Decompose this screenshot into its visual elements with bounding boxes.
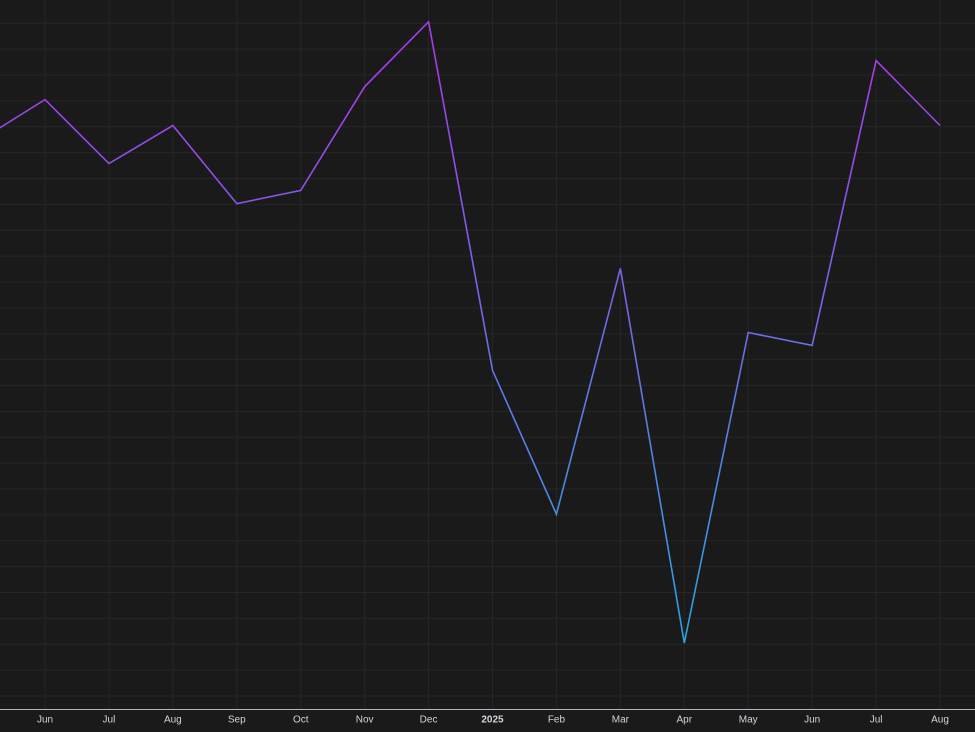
x-tick-label: Mar — [612, 715, 630, 726]
x-tick-label: 2025 — [481, 715, 504, 726]
x-tick-label: Apr — [677, 715, 693, 726]
x-tick-label: Aug — [931, 715, 949, 726]
x-tick-label: Sep — [228, 715, 246, 726]
x-tick-label: Feb — [548, 715, 566, 726]
plot-area — [0, 0, 975, 709]
data-line — [0, 20, 941, 644]
x-tick-label: Dec — [420, 715, 438, 726]
x-tick-label: Jun — [37, 715, 53, 726]
x-tick-label: Jul — [870, 715, 883, 726]
x-tick-label: Nov — [356, 715, 374, 726]
x-tick-label: Oct — [293, 715, 309, 726]
x-tick-label: Aug — [164, 715, 182, 726]
x-tick-label: May — [739, 715, 758, 726]
x-tick-label: Jul — [103, 715, 116, 726]
x-tick-label: Jun — [804, 715, 820, 726]
